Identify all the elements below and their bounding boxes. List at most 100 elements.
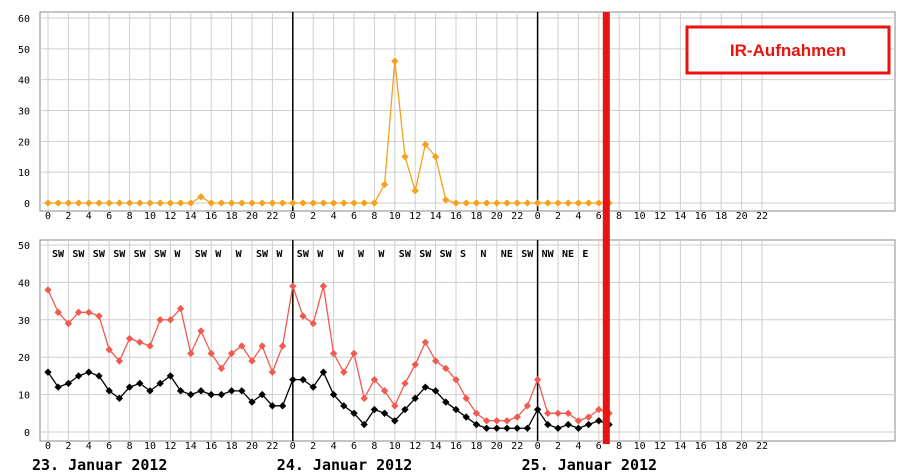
top-plot-xtick-label: 12	[409, 211, 421, 222]
top-plot-ytick-label: 0	[24, 199, 30, 210]
top-series-point	[544, 199, 552, 207]
top-series-point	[74, 199, 83, 207]
top-series-point	[421, 140, 430, 149]
bottom-series-1-point	[105, 346, 113, 354]
bottom-series-2-point	[595, 417, 603, 425]
bottom-plot-xtick-label: 8	[371, 441, 377, 452]
top-series-point	[95, 199, 103, 207]
bottom-series-2-point	[54, 383, 62, 391]
top-series-point	[248, 199, 256, 207]
bottom-series-2-point	[64, 379, 73, 388]
bottom-plot-xtick-label: 2	[310, 441, 316, 452]
bottom-series-2-point	[197, 387, 205, 395]
bottom-series-1-point	[340, 368, 348, 376]
bottom-series-2-point	[360, 420, 368, 429]
wind-direction-label: W	[236, 249, 243, 260]
top-series-point	[554, 199, 562, 207]
top-plot-xtick-label: 22	[511, 211, 523, 222]
bottom-plot-xtick-label: 2	[555, 441, 561, 452]
top-series-point	[299, 199, 307, 207]
top-series-point	[584, 199, 593, 207]
top-plot-ytick-label: 40	[18, 76, 30, 87]
top-series-point	[482, 199, 491, 207]
top-plot-xtick-label: 14	[674, 211, 686, 222]
top-series-point	[64, 199, 73, 207]
bottom-series-1-point	[299, 312, 307, 320]
wind-direction-label: SW	[297, 249, 310, 260]
top-plot-xtick-label: 20	[736, 211, 748, 222]
top-series-point	[370, 199, 379, 207]
wind-direction-label: W	[378, 249, 385, 260]
bottom-series-1-point	[227, 349, 236, 358]
top-plot-xtick-label: 0	[45, 211, 51, 222]
bottom-series-2-point	[207, 390, 215, 399]
ir-annotation: IR-Aufnahmen	[602, 12, 891, 444]
bottom-series-1-point	[493, 417, 501, 425]
bottom-series-1-point	[452, 375, 460, 384]
wind-direction-label: SW	[154, 249, 167, 260]
ir-label-box	[685, 25, 891, 75]
bottom-series-2-point	[217, 390, 226, 399]
top-series-point	[238, 199, 246, 207]
bottom-plot-xtick-label: 8	[127, 441, 133, 452]
top-plot-frame	[39, 11, 896, 212]
bottom-series-1-point	[207, 349, 215, 358]
bottom-series-1-point	[74, 308, 83, 316]
bottom-plot-xtick-label: 22	[266, 441, 278, 452]
bottom-series-1-point	[503, 417, 511, 425]
top-plot-ytick-label: 10	[18, 168, 30, 179]
top-series-point	[411, 186, 419, 195]
bottom-series-2-point	[309, 383, 317, 391]
bottom-plot-xtick-label: 10	[634, 441, 646, 452]
bottom-series-1-point	[309, 319, 317, 328]
top-series-point	[44, 199, 52, 207]
bottom-series-2-point	[289, 375, 297, 384]
wind-direction-label: NE	[562, 249, 574, 260]
bottom-series-2-point	[268, 402, 277, 410]
top-plot-xtick-label: 4	[331, 211, 337, 222]
bottom-plot-xtick-label: 10	[144, 441, 156, 452]
top-plot-xtick-label: 6	[106, 211, 112, 222]
top-plot-xtick-label: 18	[470, 211, 482, 222]
top-plot-xtick-label: 16	[695, 211, 707, 222]
bottom-series-2-point	[472, 420, 481, 429]
top-series-point	[289, 199, 297, 207]
wind-direction-label: N	[480, 249, 486, 260]
bottom-series-1-point	[278, 342, 287, 350]
bottom-series-1-point	[166, 316, 175, 324]
top-plot-xtick-label: 18	[226, 211, 238, 222]
bottom-series-2-point	[380, 409, 389, 417]
bottom-plot-xtick-label: 14	[430, 441, 442, 452]
wind-direction-label: W	[358, 249, 365, 260]
bottom-series-1-point	[370, 375, 379, 384]
bottom-series-1-point	[350, 349, 358, 358]
top-series-point	[340, 199, 348, 207]
top-series-line	[48, 61, 609, 204]
bottom-plot-xtick-label: 20	[736, 441, 748, 452]
bottom-series-1-point	[146, 342, 154, 350]
top-series-point	[156, 199, 164, 207]
bottom-plot-xtick-label: 4	[575, 441, 581, 452]
bottom-series-2-point	[391, 417, 399, 425]
wind-direction-label: SW	[521, 249, 534, 260]
bottom-series-2-point	[329, 390, 338, 399]
bottom-series-1-point	[64, 319, 73, 328]
top-plot-xtick-label: 10	[634, 211, 646, 222]
top-plot-xtick-label: 10	[389, 211, 401, 222]
top-series-point	[268, 199, 277, 207]
bottom-plot-xtick-label: 18	[715, 441, 727, 452]
top-plot-xtick-label: 8	[371, 211, 377, 222]
top-plot-xtick-label: 2	[555, 211, 561, 222]
wind-direction-label: W	[317, 249, 324, 260]
bottom-plot-xtick-label: 12	[654, 441, 666, 452]
bottom-series-1-point	[411, 361, 419, 369]
top-plot-xtick-label: 12	[654, 211, 666, 222]
bottom-series-2-point	[401, 405, 409, 414]
date-label: 24. Januar 2012	[277, 456, 412, 473]
top-plot-xtick-label: 0	[290, 211, 296, 222]
top-series-point	[533, 199, 542, 207]
top-series-point	[523, 199, 532, 207]
bottom-series-1-point	[197, 327, 205, 335]
wind-direction-label: W	[215, 249, 222, 260]
